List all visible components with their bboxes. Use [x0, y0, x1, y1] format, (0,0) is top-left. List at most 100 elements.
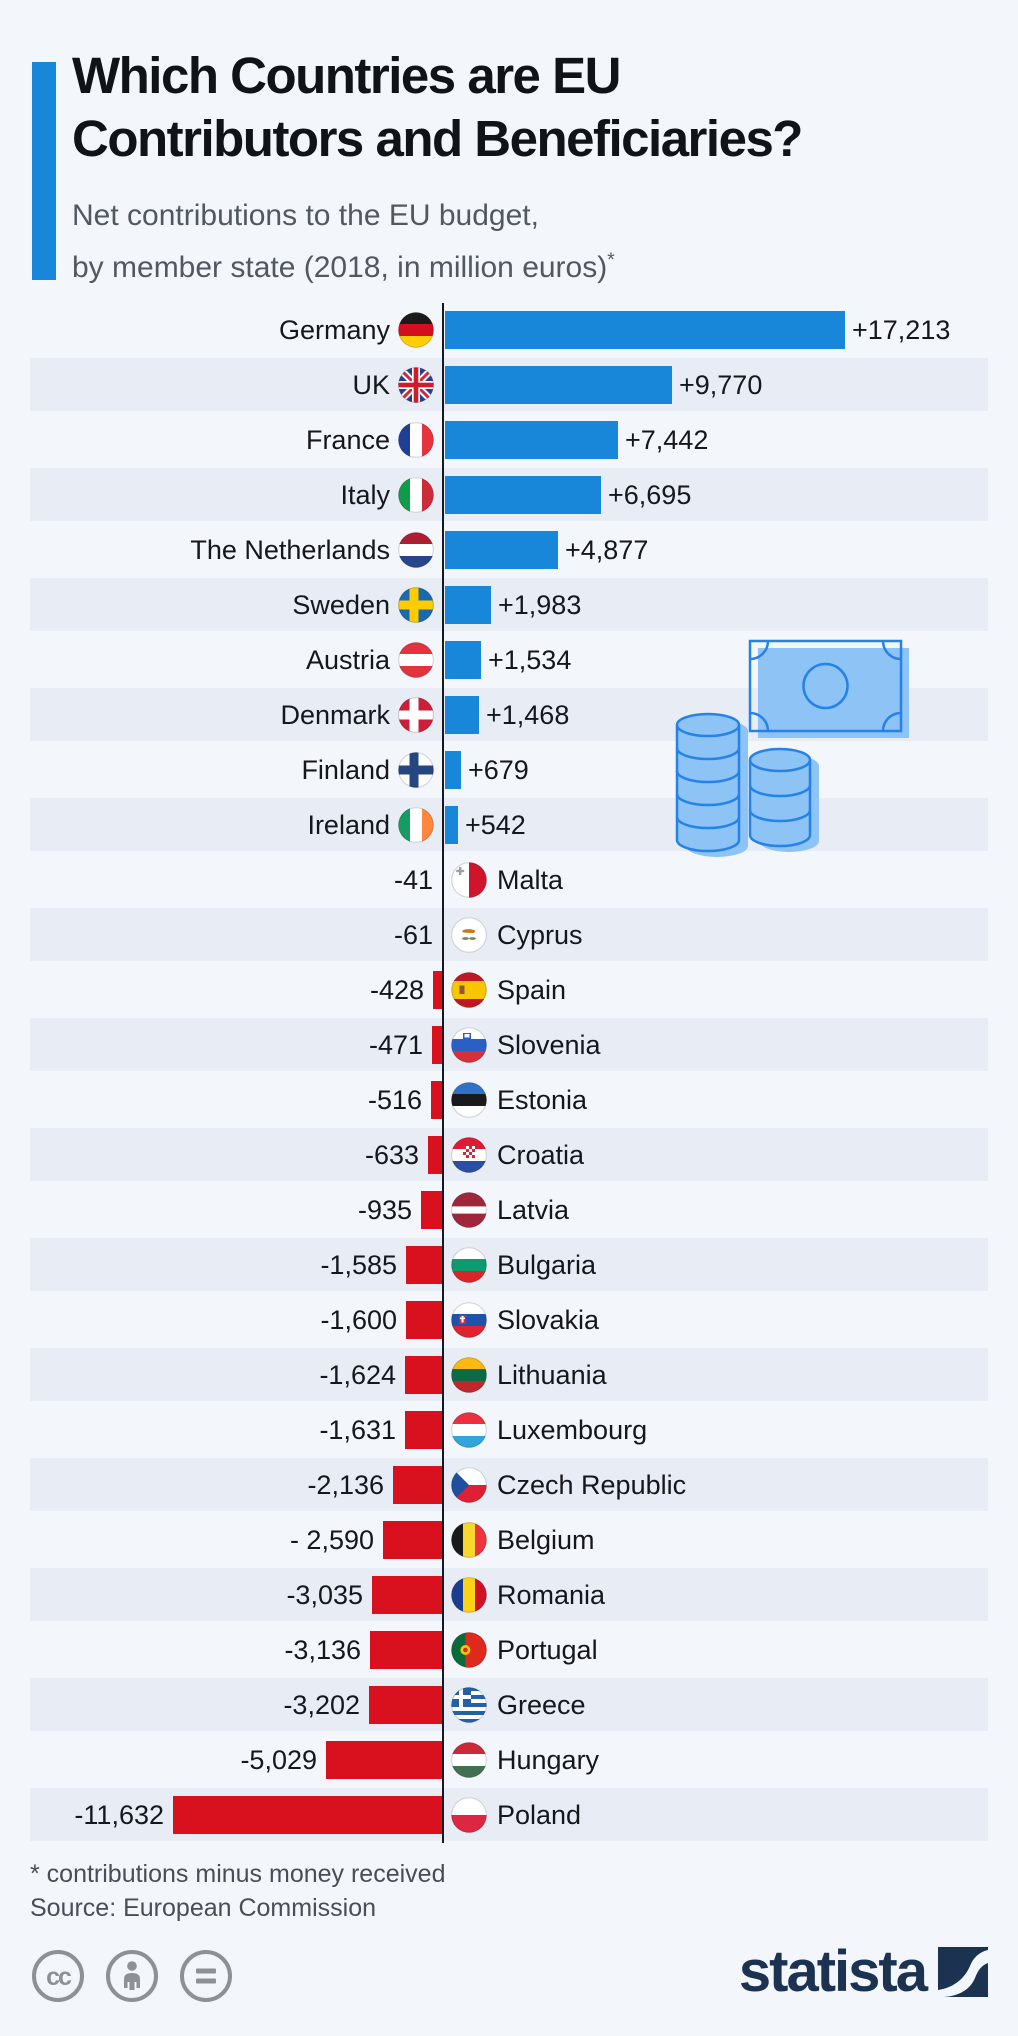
license-icons: cc — [32, 1950, 232, 2002]
chart-row-malta: Malta -41 — [0, 853, 1018, 908]
zero-axis-line — [442, 303, 444, 1843]
value-label: -935 — [357, 1195, 412, 1225]
chart-row-spain: Spain -428 — [0, 963, 1018, 1018]
value-label: -61 — [393, 920, 433, 950]
row-stripe — [30, 1678, 988, 1731]
banknote-icon — [748, 639, 909, 738]
country-label: Denmark — [280, 700, 390, 730]
czech-republic-flag-icon — [451, 1467, 487, 1503]
footnote: * contributions minus money received — [30, 1860, 446, 1888]
bulgaria-flag-icon — [451, 1247, 487, 1283]
bar-germany — [445, 311, 845, 349]
spain-flag-icon — [451, 972, 487, 1008]
country-label: Luxembourg — [497, 1415, 648, 1445]
chart-row-croatia: Croatia -633 — [0, 1128, 1018, 1183]
chart-row-ireland: Ireland +542 — [0, 798, 1018, 853]
chart-row-romania: Romania -3,035 — [0, 1568, 1018, 1623]
row-stripe — [30, 1128, 988, 1181]
france-flag-icon — [398, 422, 434, 458]
ireland-flag-icon — [398, 807, 434, 843]
title-line-1: Which Countries are EU — [72, 47, 621, 104]
chart-row-poland: Poland -11,632 — [0, 1788, 1018, 1843]
chart-row-luxembourg: Luxembourg -1,631 — [0, 1403, 1018, 1458]
country-label: Lithuania — [497, 1360, 607, 1390]
chart-row-slovakia: Slovakia -1,600 — [0, 1293, 1018, 1348]
country-label: Slovenia — [497, 1030, 601, 1060]
value-label: -3,136 — [284, 1635, 361, 1665]
title-accent-bar — [32, 62, 56, 280]
chart-row-latvia: Latvia -935 — [0, 1183, 1018, 1238]
value-label: +1,983 — [498, 590, 582, 620]
chart-row-bulgaria: Bulgaria -1,585 — [0, 1238, 1018, 1293]
subtitle-asterisk: * — [607, 250, 615, 271]
row-stripe — [30, 798, 988, 851]
chart-row-slovenia: Slovenia -471 — [0, 1018, 1018, 1073]
value-label: +6,695 — [608, 480, 692, 510]
bar-slovenia — [432, 1026, 443, 1064]
austria-flag-icon — [398, 642, 434, 678]
statista-mark-icon — [938, 1946, 988, 1997]
statista-wordmark: statista — [738, 1939, 928, 2004]
value-label: +1,468 — [486, 700, 570, 730]
value-label: -2,136 — [307, 1470, 384, 1500]
chart-row-belgium: Belgium - 2,590 — [0, 1513, 1018, 1568]
chart-row-the-netherlands: The Netherlands +4,877 — [0, 523, 1018, 578]
value-label: +7,442 — [625, 425, 709, 455]
country-label: Italy — [340, 480, 390, 510]
croatia-flag-icon — [451, 1137, 487, 1173]
value-label: +4,877 — [565, 535, 649, 565]
bar-bulgaria — [406, 1246, 443, 1284]
country-label: Portugal — [497, 1635, 598, 1665]
country-label: Belgium — [497, 1525, 595, 1555]
country-label: France — [305, 425, 390, 455]
uk-flag-icon — [398, 367, 434, 403]
value-label: +9,770 — [679, 370, 763, 400]
value-label: -41 — [393, 865, 433, 895]
slovakia-flag-icon — [451, 1302, 487, 1338]
country-label: Ireland — [307, 810, 390, 840]
bar-spain — [433, 971, 443, 1009]
chart-row-france: France +7,442 — [0, 413, 1018, 468]
bar-hungary — [326, 1741, 443, 1779]
value-label: +17,213 — [852, 315, 951, 345]
country-label: Estonia — [497, 1085, 588, 1115]
latvia-flag-icon — [451, 1192, 487, 1228]
row-stripe — [30, 1458, 988, 1511]
chart-row-portugal: Portugal -3,136 — [0, 1623, 1018, 1678]
germany-flag-icon — [398, 312, 434, 348]
row-stripe — [30, 1238, 988, 1291]
bar-france — [445, 421, 618, 459]
chart-row-lithuania: Lithuania -1,624 — [0, 1348, 1018, 1403]
row-stripe — [30, 578, 988, 631]
chart-row-estonia: Estonia -516 — [0, 1073, 1018, 1128]
row-stripe — [30, 908, 988, 961]
country-label: Germany — [278, 315, 390, 345]
country-label: UK — [352, 370, 390, 400]
cc-icon-text: cc — [46, 1963, 72, 1991]
bar-estonia — [431, 1081, 443, 1119]
poland-flag-icon — [451, 1797, 487, 1833]
malta-flag-icon — [451, 862, 487, 898]
bar-romania — [372, 1576, 443, 1614]
bar-belgium — [383, 1521, 443, 1559]
hungary-flag-icon — [451, 1742, 487, 1778]
coin-stack-right-icon — [748, 747, 819, 852]
bar-the-netherlands — [445, 531, 558, 569]
value-label: -1,624 — [319, 1360, 396, 1390]
country-label: Slovakia — [497, 1305, 600, 1335]
attribution-icon — [106, 1950, 158, 2002]
country-label: Hungary — [497, 1745, 600, 1775]
bar-luxembourg — [405, 1411, 443, 1449]
bar-ireland — [445, 806, 458, 844]
bar-sweden — [445, 586, 491, 624]
bar-poland — [173, 1796, 443, 1834]
bar-italy — [445, 476, 601, 514]
statista-logo: statista — [739, 1938, 988, 2005]
cyprus-flag-icon — [451, 917, 487, 953]
value-label: +542 — [465, 810, 526, 840]
country-label: Sweden — [292, 590, 390, 620]
bar-denmark — [445, 696, 479, 734]
country-label: Latvia — [497, 1195, 570, 1225]
country-label: The Netherlands — [190, 535, 390, 565]
